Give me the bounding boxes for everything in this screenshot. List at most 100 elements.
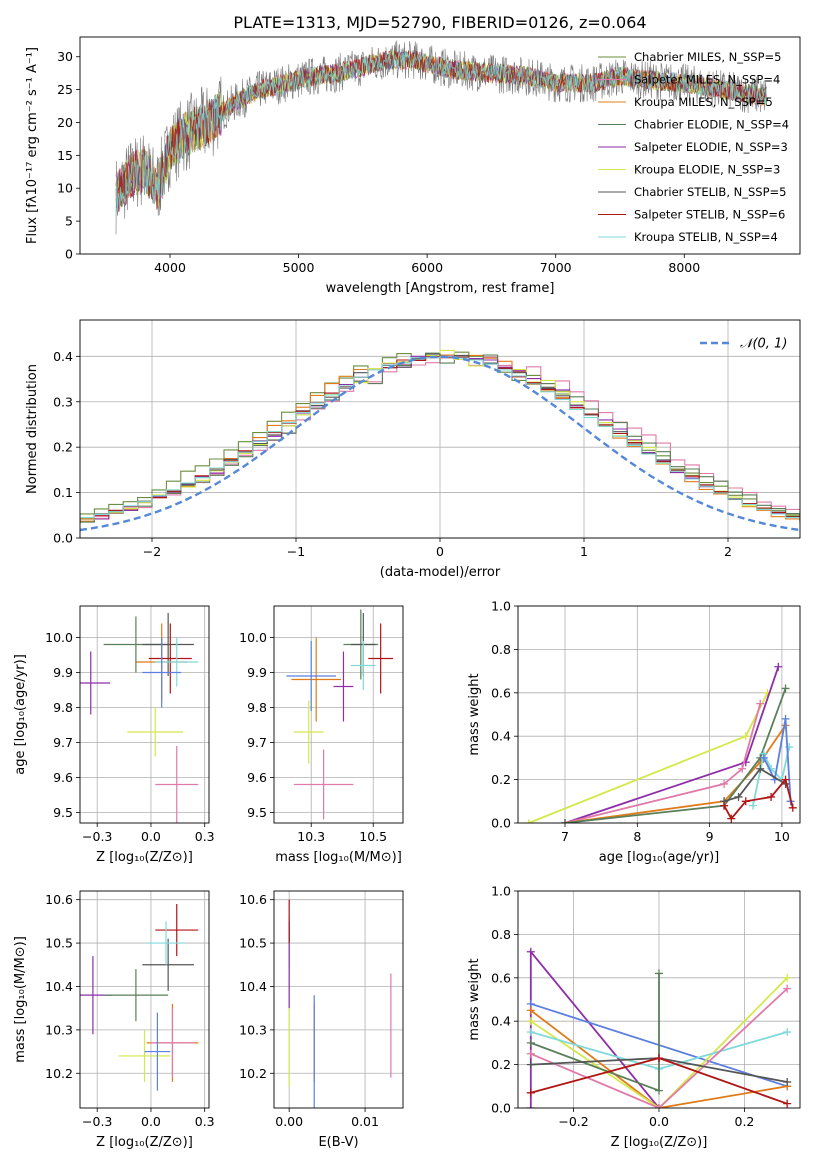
x-tick-label: −0.3 bbox=[82, 829, 112, 844]
mass-weight-series-line bbox=[564, 688, 787, 823]
x-tick-label: 0.0 bbox=[141, 829, 161, 844]
errorbar-point bbox=[142, 938, 194, 991]
mass-weight-marker bbox=[781, 684, 790, 693]
y-tick-label: 10.0 bbox=[239, 630, 267, 645]
y-axis-label: Normed distribution bbox=[25, 364, 40, 494]
x-tick-label: −0.2 bbox=[558, 1114, 588, 1129]
y-tick-label: 10.5 bbox=[239, 936, 267, 951]
x-tick-label: 0.01 bbox=[351, 1114, 379, 1129]
weights_age-plot-area bbox=[524, 662, 797, 823]
legend-entry: Salpeter STELIB, N_SSP=6 bbox=[634, 208, 785, 222]
mass-weight-marker bbox=[655, 1054, 663, 1063]
x-tick-label: −2 bbox=[143, 544, 161, 559]
ebv_mass-panel: 0.00 0.01 10.2 10.3 10.4 10.5 10.6 E(B-V) bbox=[239, 890, 404, 1150]
y-tick-label: 1.0 bbox=[491, 599, 511, 614]
x-tick-label: 4000 bbox=[154, 260, 186, 275]
x-axis-label: Z [log₁₀(Z/Z⊙)] bbox=[611, 1135, 708, 1150]
legend-entry: Kroupa STELIB, N_SSP=4 bbox=[634, 230, 778, 244]
z_age-frame bbox=[79, 605, 210, 824]
mass-weight-marker bbox=[526, 1006, 535, 1015]
mass-weight-series-line bbox=[723, 777, 794, 821]
y-tick-label: 0.4 bbox=[491, 1014, 511, 1029]
spectrum-plot-area bbox=[115, 40, 767, 235]
x-axis-label: E(B-V) bbox=[318, 1135, 358, 1150]
mass-weight-marker bbox=[767, 792, 776, 801]
legend-entry: Chabrier MILES, N_SSP=5 bbox=[634, 50, 781, 64]
mass-weight-series-line bbox=[529, 949, 660, 1108]
x-tick-label: 8 bbox=[633, 829, 641, 844]
x-axis-label: (data-model)/error bbox=[380, 565, 501, 580]
y-tick-label: 10.2 bbox=[45, 1066, 73, 1081]
y-tick-label: 10.6 bbox=[45, 892, 73, 907]
mass-weight-marker bbox=[788, 803, 797, 812]
histogram-series-step bbox=[80, 356, 800, 522]
x-tick-label: 0.0 bbox=[649, 1114, 669, 1129]
mass-weight-marker bbox=[526, 1017, 535, 1026]
y-tick-label: 10.6 bbox=[239, 892, 267, 907]
y-tick-label: 0.3 bbox=[53, 394, 73, 409]
y-tick-label: 10.4 bbox=[239, 979, 267, 994]
y-tick-label: 10.5 bbox=[45, 936, 73, 951]
y-tick-label: 0.4 bbox=[53, 349, 73, 364]
y-tick-label: 10.0 bbox=[45, 630, 73, 645]
y-tick-label: 0.8 bbox=[491, 927, 511, 942]
mass_age-frame bbox=[273, 605, 404, 824]
errorbar-point bbox=[350, 641, 376, 690]
x-tick-label: −1 bbox=[287, 544, 305, 559]
mass-weight-marker bbox=[727, 814, 736, 823]
mass-weight-marker bbox=[756, 764, 765, 773]
mass-weight-marker bbox=[526, 1038, 535, 1047]
z_age-panel: −0.3 0.0 0.3 9.5 9.6 9.7 9.8 9.9 10.0 Z [log₁₀(Z/… bbox=[13, 605, 215, 865]
legend-entry: Chabrier ELODIE, N_SSP=4 bbox=[634, 118, 789, 132]
x-tick-label: 0.00 bbox=[275, 1114, 303, 1129]
x-axis-label: wavelength [Angstrom, rest frame] bbox=[326, 281, 555, 296]
mass-weight-marker bbox=[720, 779, 729, 788]
mass-weight-marker bbox=[526, 1028, 535, 1037]
mass-weight-marker bbox=[526, 1088, 535, 1097]
y-tick-label: 9.6 bbox=[247, 770, 267, 785]
y-tick-label: 0.1 bbox=[53, 485, 73, 500]
y-axis-label: mass weight bbox=[467, 673, 482, 755]
y-tick-label: 9.8 bbox=[53, 700, 73, 715]
mass-weight-marker bbox=[526, 1060, 535, 1069]
figure-title: PLATE=1313, MJD=52790, FIBERID=0126, z=0… bbox=[233, 13, 646, 32]
mass-weight-marker bbox=[741, 732, 750, 741]
weights_z-plot-area bbox=[526, 947, 792, 1108]
y-tick-label: 0.2 bbox=[491, 772, 511, 787]
mass-weight-marker bbox=[783, 1028, 792, 1037]
y-axis-label: Flux [fλ10⁻¹⁷ erg cm⁻² s⁻¹ A⁻¹] bbox=[25, 47, 40, 244]
y-axis-label: mass weight bbox=[467, 958, 482, 1040]
x-tick-label: 0.3 bbox=[195, 1114, 215, 1129]
y-tick-label: 5 bbox=[65, 214, 73, 229]
y-tick-label: 9.7 bbox=[247, 735, 267, 750]
y-tick-label: 25 bbox=[57, 82, 73, 97]
y-tick-label: 9.6 bbox=[53, 770, 73, 785]
x-axis-label: Z [log₁₀(Z/Z⊙)] bbox=[96, 1135, 193, 1150]
y-tick-label: 0.2 bbox=[53, 440, 73, 455]
z_mass-panel: −0.3 0.0 0.3 10.2 10.3 10.4 10.5 10.6 Z [log₁₀(Z… bbox=[13, 890, 215, 1150]
x-tick-label: 0.2 bbox=[735, 1114, 755, 1129]
mass_age-panel: 10.3 10.5 9.5 9.6 9.7 9.8 9.9 10.0 mass [log₁₀(M… bbox=[239, 605, 404, 865]
mass-weight-series-line bbox=[723, 767, 786, 803]
mass-weight-marker bbox=[783, 973, 792, 982]
mass-weight-marker bbox=[655, 1104, 663, 1108]
mass-weight-series-line bbox=[530, 973, 660, 1092]
mass-weight-marker bbox=[526, 1049, 535, 1058]
y-tick-label: 9.7 bbox=[53, 735, 73, 750]
x-tick-label: 2 bbox=[724, 544, 732, 559]
errorbar-point bbox=[291, 637, 341, 722]
y-tick-label: 10.3 bbox=[239, 1022, 267, 1037]
x-tick-label: 0 bbox=[436, 544, 444, 559]
x-tick-label: 8000 bbox=[668, 260, 700, 275]
weights_age-frame bbox=[517, 605, 801, 824]
mass-weight-marker bbox=[741, 797, 750, 806]
errorbar-point bbox=[368, 623, 394, 694]
residuals-panel: −2 −1 0 1 2 0.0 0.1 0.2 0.3 0.4 (data-model)/error… bbox=[25, 319, 801, 580]
mass-weight-marker bbox=[781, 775, 790, 784]
errorbar-point bbox=[155, 746, 199, 823]
legend-entry: Chabrier STELIB, N_SSP=5 bbox=[634, 185, 786, 199]
errorbar-point bbox=[146, 921, 186, 965]
mass-weight-marker bbox=[749, 801, 757, 810]
mass-weight-marker bbox=[526, 947, 535, 956]
errorbar-point bbox=[155, 904, 199, 957]
